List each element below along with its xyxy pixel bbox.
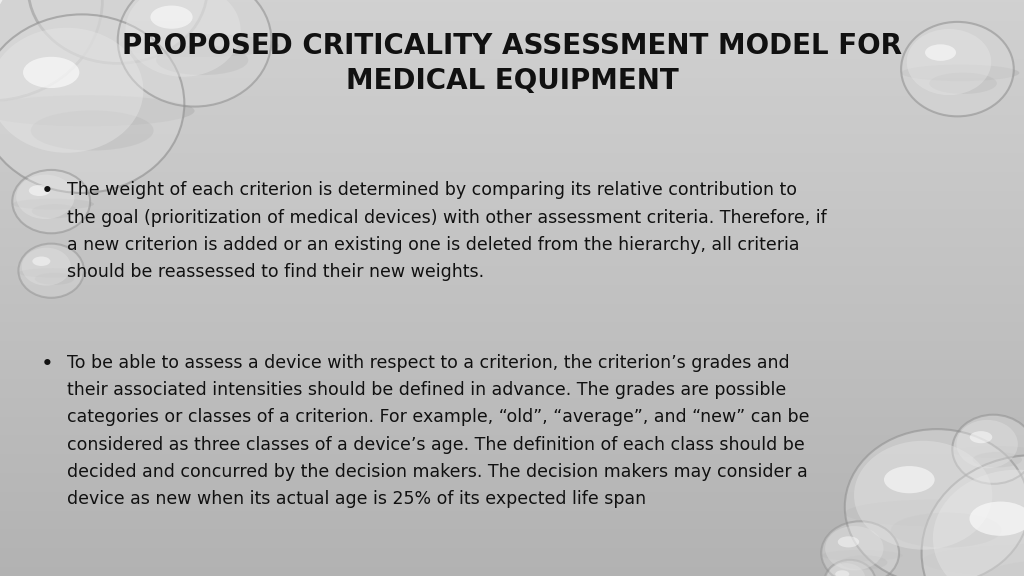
Ellipse shape: [151, 6, 193, 29]
Ellipse shape: [901, 65, 1020, 81]
Ellipse shape: [836, 570, 849, 576]
Ellipse shape: [884, 466, 935, 493]
Ellipse shape: [0, 0, 5, 23]
Ellipse shape: [118, 34, 279, 57]
Text: •: •: [41, 181, 53, 202]
Ellipse shape: [973, 452, 1022, 468]
Ellipse shape: [0, 14, 184, 193]
Ellipse shape: [29, 0, 207, 63]
Ellipse shape: [32, 204, 79, 218]
Ellipse shape: [907, 29, 991, 95]
Ellipse shape: [29, 185, 50, 196]
Ellipse shape: [826, 563, 865, 576]
Ellipse shape: [118, 0, 271, 107]
Text: PROPOSED CRITICALITY ASSESSMENT MODEL FOR
MEDICAL EQUIPMENT: PROPOSED CRITICALITY ASSESSMENT MODEL FO…: [122, 32, 902, 96]
Ellipse shape: [845, 499, 1024, 526]
Ellipse shape: [922, 544, 1024, 576]
Ellipse shape: [0, 0, 102, 101]
Ellipse shape: [933, 470, 1024, 576]
Ellipse shape: [901, 22, 1014, 116]
Ellipse shape: [18, 268, 87, 278]
Ellipse shape: [0, 95, 195, 127]
Ellipse shape: [0, 28, 143, 153]
Ellipse shape: [31, 111, 154, 150]
Ellipse shape: [125, 0, 241, 77]
Text: •: •: [41, 354, 53, 374]
Ellipse shape: [922, 455, 1024, 576]
Ellipse shape: [33, 256, 50, 266]
Ellipse shape: [925, 44, 956, 61]
Ellipse shape: [970, 502, 1024, 536]
Ellipse shape: [838, 536, 859, 547]
Ellipse shape: [952, 415, 1024, 484]
Ellipse shape: [970, 431, 992, 444]
Ellipse shape: [854, 441, 992, 550]
Text: To be able to assess a device with respect to a criterion, the criterion’s grade: To be able to assess a device with respe…: [67, 354, 809, 507]
Ellipse shape: [821, 550, 903, 561]
Ellipse shape: [12, 199, 94, 210]
Ellipse shape: [12, 170, 90, 233]
Ellipse shape: [978, 560, 1024, 576]
Ellipse shape: [841, 555, 888, 570]
Text: The weight of each criterion is determined by comparing its relative contributio: The weight of each criterion is determin…: [67, 181, 826, 281]
Ellipse shape: [18, 244, 84, 298]
Ellipse shape: [23, 57, 80, 88]
Ellipse shape: [35, 273, 74, 285]
Ellipse shape: [22, 248, 71, 286]
Ellipse shape: [891, 513, 1001, 548]
Ellipse shape: [952, 446, 1024, 458]
Ellipse shape: [825, 526, 884, 570]
Ellipse shape: [16, 175, 75, 219]
Ellipse shape: [845, 429, 1024, 576]
Ellipse shape: [157, 46, 248, 75]
Ellipse shape: [930, 73, 997, 94]
Ellipse shape: [824, 560, 876, 576]
Ellipse shape: [956, 420, 1018, 468]
Ellipse shape: [821, 521, 899, 576]
